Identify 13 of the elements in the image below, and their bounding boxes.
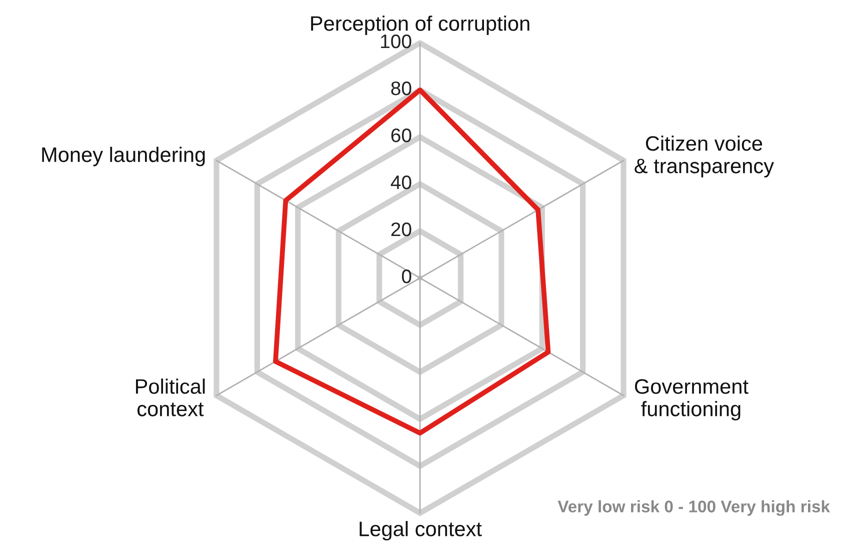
spoke-label: Perception of corruption [311, 16, 530, 35]
y-tick-label: 40 [390, 175, 412, 190]
spoke-label: Political context [136, 378, 205, 416]
y-tick-label: 100 [381, 34, 412, 48]
y-tick-label: 20 [391, 222, 412, 236]
spoke-label: Money laundering [42, 146, 205, 166]
spoke-label: Legal context [360, 521, 482, 540]
y-tick-label: 80 [391, 81, 412, 96]
y-tick-label: 60 [391, 128, 412, 142]
spoke-label: Citizen voice & transparency [634, 136, 774, 178]
y-tick-label: 0 [402, 269, 412, 284]
text: Very low risk 0 - 100 Very high risk [558, 500, 830, 516]
spoke-label: Government functioning [634, 379, 748, 420]
